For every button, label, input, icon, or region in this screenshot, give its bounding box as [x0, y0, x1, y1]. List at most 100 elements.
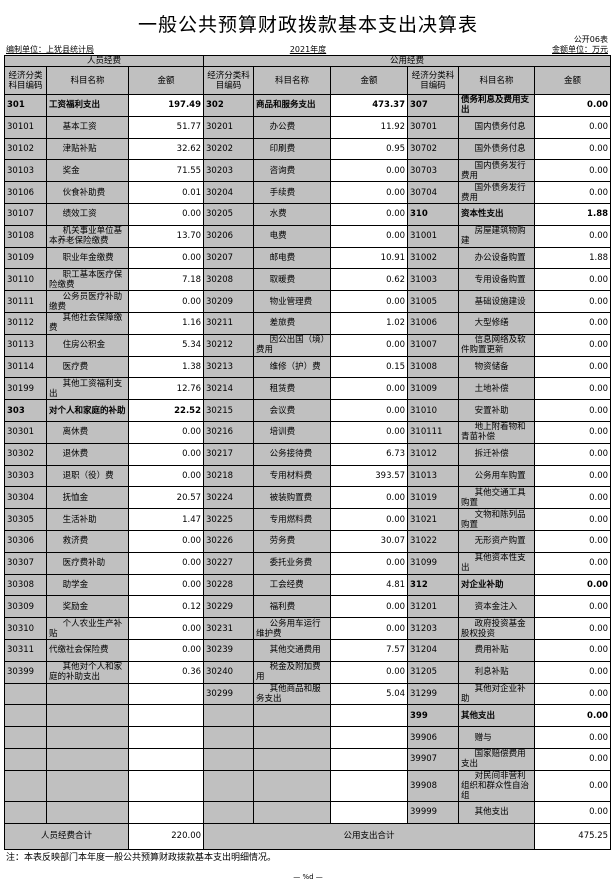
cell-code	[203, 747, 255, 771]
cell-name	[46, 747, 129, 771]
cell-name	[253, 747, 332, 771]
cell-code: 30299	[203, 682, 255, 706]
cell-amount: 0.00	[534, 486, 612, 510]
cell-name: 文物和陈列品购置	[458, 508, 536, 531]
table-row: 39907 国家赔偿费用支出 0.00	[4, 747, 612, 771]
cell-code: 30208	[203, 268, 255, 292]
table-row: 30106 伙食补助费 0.01 30204 手续费 0.00 30704 国外债务发行费用 0…	[4, 181, 612, 204]
cell-amount: 0.00	[534, 268, 612, 292]
cell-name: 赠与	[458, 726, 536, 749]
cell-code: 30229	[203, 595, 255, 619]
table-row: 30307 医疗费补助 0.00 30227 委托业务费 0.00 31099 其他资本性支出…	[4, 551, 612, 575]
table-row: 30306 救济费 0.00 30226 劳务费 30.07 31022 无形资产购置 0.00	[4, 529, 612, 553]
cell-code: 31204	[407, 638, 460, 662]
cell-name: 其他交通工具购置	[458, 486, 536, 510]
cell-code: 30202	[203, 137, 255, 161]
cell-code: 31099	[407, 551, 460, 575]
cell-code: 31205	[407, 660, 460, 684]
cell-code: 30114	[4, 355, 47, 379]
table-row: 30111 公务员医疗补助缴费 0.00 30209 物业管理费 0.00 31005 基础设…	[4, 290, 612, 313]
cell-amount: 1.16	[127, 311, 205, 335]
cell-amount: 0.00	[534, 115, 612, 139]
cell-name: 被装购置费	[253, 486, 332, 510]
cell-code: 30310	[4, 617, 47, 640]
cell-name: 抚恤金	[46, 486, 129, 510]
cell-code: 30101	[4, 115, 47, 139]
cell-code: 30307	[4, 551, 47, 575]
cell-code: 31013	[407, 464, 460, 488]
cell-name: 物业管理费	[253, 290, 332, 313]
cell-code: 310111	[407, 420, 460, 444]
cell-name: 其他社会保障缴费	[46, 311, 129, 335]
cell-name: 津贴补贴	[46, 137, 129, 161]
cell-amount: 20.57	[127, 486, 205, 510]
cell-code: 30106	[4, 181, 47, 204]
cell-code: 31005	[407, 290, 460, 313]
cell-name: 个人农业生产补贴	[46, 617, 129, 640]
cell-name: 救济费	[46, 529, 129, 553]
cell-name: 退休费	[46, 442, 129, 466]
cell-amount: 1.02	[330, 311, 409, 335]
cell-name: 印刷费	[253, 137, 332, 161]
cell-code: 31021	[407, 508, 460, 531]
cell-amount: 0.00	[534, 508, 612, 531]
table-row: 30301 离休费 0.00 30216 培训费 0.00 310111 地上附着物和青苗补偿…	[4, 420, 612, 444]
table-row: 30109 职业年金缴费 0.00 30207 邮电费 10.91 31002 办公设备购置 1…	[4, 246, 612, 270]
table-row: 30309 奖励金 0.12 30229 福利费 0.00 31201 资本金注入 0.00	[4, 595, 612, 619]
cell-amount: 393.57	[330, 464, 409, 488]
cell-name: 咨询费	[253, 159, 332, 183]
cell-code: 30240	[203, 660, 255, 684]
cell-amount: 0.00	[534, 529, 612, 553]
cell-code	[4, 726, 47, 749]
cell-code: 303	[4, 399, 47, 422]
cell-code: 31001	[407, 224, 460, 248]
cell-name: 房屋建筑物购建	[458, 224, 536, 248]
cell-amount: 0.00	[534, 137, 612, 161]
cell-name: 信息网络及软件购置更新	[458, 333, 536, 357]
cell-amount: 0.00	[127, 617, 205, 640]
cell-name: 因公出国（境）费用	[253, 333, 332, 357]
cell-amount: 1.47	[127, 508, 205, 531]
cell-name: 其他资本性支出	[458, 551, 536, 575]
cell-code: 30112	[4, 311, 47, 335]
cell-amount	[330, 726, 409, 749]
cell-name: 办公设备购置	[458, 246, 536, 270]
cell-code	[4, 704, 47, 728]
cell-amount: 0.00	[330, 486, 409, 510]
cell-code: 30215	[203, 399, 255, 422]
cell-name: 职业年金缴费	[46, 246, 129, 270]
table-row: 30114 医疗费 1.38 30213 维修（护）费 0.15 31008 物资储备 0.00	[4, 355, 612, 379]
footnote: 注：本表反映部门本年度一般公共预算财政拨款基本支出明细情况。	[6, 853, 277, 863]
cell-code: 30701	[407, 115, 460, 139]
cell-code: 30110	[4, 268, 47, 292]
cell-code: 31006	[407, 311, 460, 335]
table-row: 30302 退休费 0.00 30217 公务接待费 6.73 31012 拆迁补偿 0.00	[4, 442, 612, 466]
cell-amount	[127, 800, 205, 824]
cell-name: 资本金注入	[458, 595, 536, 619]
cell-code: 30211	[203, 311, 255, 335]
cell-code: 31012	[407, 442, 460, 466]
cell-code: 31009	[407, 377, 460, 401]
cell-name: 商品和服务支出	[253, 94, 332, 117]
cell-name: 医疗费补助	[46, 551, 129, 575]
cell-amount	[330, 747, 409, 771]
cell-amount: 473.37	[330, 94, 409, 117]
cell-amount: 0.00	[534, 800, 612, 824]
cell-name: 其他工资福利支出	[46, 377, 129, 401]
cell-amount: 0.00	[534, 464, 612, 488]
cell-code: 30204	[203, 181, 255, 204]
cell-amount: 5.04	[330, 682, 409, 706]
cell-amount: 197.49	[127, 94, 205, 117]
cell-name: 邮电费	[253, 246, 332, 270]
cell-code	[4, 769, 47, 802]
cell-name: 维修（护）费	[253, 355, 332, 379]
cell-code: 30304	[4, 486, 47, 510]
cell-amount: 0.00	[534, 573, 612, 597]
cell-code: 31010	[407, 399, 460, 422]
cell-code	[203, 704, 255, 728]
cell-name: 委托业务费	[253, 551, 332, 575]
cell-code: 31201	[407, 595, 460, 619]
cell-code: 302	[203, 94, 255, 117]
cell-name: 其他支出	[458, 704, 536, 728]
table-row: 30311 代缴社会保险费 0.00 30239 其他交通费用 7.57 31204 费用补贴…	[4, 638, 612, 662]
